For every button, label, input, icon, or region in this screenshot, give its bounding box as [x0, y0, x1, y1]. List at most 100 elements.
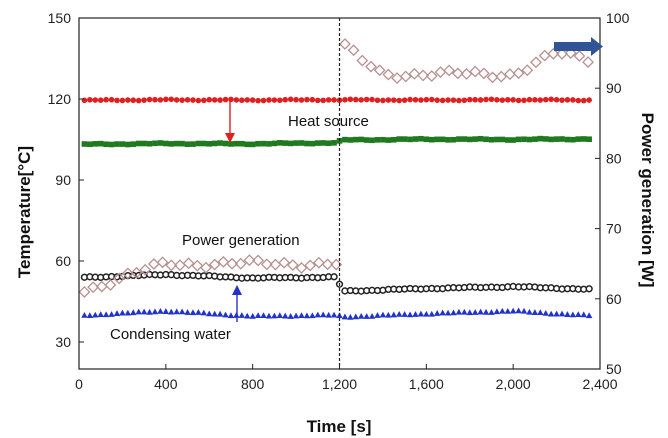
- data-point: [276, 312, 284, 319]
- data-point: [526, 308, 533, 315]
- data-point: [249, 97, 256, 103]
- data-point: [537, 309, 544, 315]
- data-point: [298, 140, 305, 146]
- x-tick-label: 2,400: [582, 376, 617, 392]
- data-point: [466, 136, 473, 143]
- x-tick-label: 800: [241, 376, 265, 392]
- y-tick-label: 30: [55, 334, 71, 350]
- data-point: [195, 140, 202, 147]
- data-point: [81, 311, 88, 318]
- data-point: [575, 97, 582, 104]
- x-axis-title: Time [s]: [307, 417, 372, 436]
- data-point: [179, 140, 185, 147]
- data-point: [119, 97, 126, 104]
- data-point: [542, 309, 549, 316]
- data-point: [108, 141, 115, 148]
- data-point: [152, 140, 158, 147]
- data-point: [573, 50, 586, 62]
- data-point: [503, 68, 516, 81]
- data-point: [320, 311, 327, 318]
- data-point: [233, 97, 240, 103]
- data-point: [157, 307, 164, 314]
- data-point: [477, 97, 484, 103]
- data-point: [113, 310, 121, 316]
- data-point: [380, 136, 386, 143]
- data-point: [585, 312, 593, 319]
- data-point: [141, 97, 147, 103]
- data-point: [168, 141, 175, 147]
- data-point: [428, 96, 435, 103]
- data-point: [243, 254, 256, 267]
- data-point: [304, 140, 310, 147]
- data-point: [570, 97, 576, 103]
- data-point: [412, 96, 419, 103]
- data-point: [548, 96, 554, 103]
- data-point: [499, 307, 506, 314]
- data-point: [87, 96, 93, 103]
- data-point: [423, 136, 430, 143]
- data-point: [564, 47, 577, 59]
- data-point: [582, 56, 594, 69]
- data-point: [401, 136, 408, 142]
- data-point: [162, 308, 170, 314]
- y2-tick-label: 60: [606, 291, 622, 307]
- data-point: [385, 97, 392, 103]
- data-point: [78, 286, 91, 298]
- data-point: [461, 136, 468, 142]
- data-point: [385, 311, 392, 318]
- data-point: [553, 136, 560, 142]
- data-point: [260, 258, 273, 271]
- data-point: [399, 70, 412, 83]
- data-point: [244, 312, 251, 319]
- chart-marks: [78, 38, 594, 320]
- y2-tick-label: 100: [606, 10, 630, 26]
- data-point: [233, 140, 240, 147]
- data-point: [331, 140, 337, 146]
- data-point: [477, 67, 490, 80]
- data-point: [477, 135, 484, 142]
- data-point: [228, 96, 234, 103]
- data-point: [358, 97, 365, 103]
- data-point: [309, 140, 316, 147]
- data-point: [569, 311, 577, 318]
- data-point: [342, 96, 348, 103]
- data-point: [147, 258, 160, 270]
- data-point: [466, 96, 473, 103]
- data-point: [168, 308, 175, 315]
- data-point: [407, 96, 413, 103]
- data-point: [293, 140, 299, 146]
- data-point: [191, 259, 204, 272]
- data-point: [295, 261, 308, 274]
- data-point: [249, 312, 256, 319]
- data-point: [168, 96, 175, 103]
- data-point: [135, 308, 142, 315]
- data-point: [184, 97, 191, 103]
- data-point: [559, 136, 565, 142]
- data-point: [178, 308, 186, 315]
- data-point: [130, 309, 137, 316]
- data-point: [439, 309, 446, 316]
- data-point: [222, 140, 229, 147]
- data-point: [537, 135, 544, 142]
- data-point: [271, 140, 278, 147]
- data-point: [195, 309, 202, 315]
- data-point: [87, 281, 100, 294]
- data-point: [108, 311, 115, 317]
- data-point: [347, 137, 354, 143]
- data-point: [379, 311, 387, 318]
- data-point: [92, 97, 99, 103]
- data-point: [439, 97, 446, 104]
- data-point: [114, 141, 120, 147]
- data-point: [266, 97, 272, 103]
- data-point: [417, 310, 425, 317]
- data-point: [227, 312, 235, 319]
- data-point: [103, 96, 109, 103]
- data-point: [179, 97, 185, 103]
- data-point: [321, 258, 334, 271]
- data-point: [282, 140, 289, 146]
- data-point: [499, 136, 506, 143]
- data-point: [102, 311, 110, 318]
- data-point: [456, 97, 462, 104]
- data-point: [208, 258, 221, 271]
- data-point: [184, 141, 191, 148]
